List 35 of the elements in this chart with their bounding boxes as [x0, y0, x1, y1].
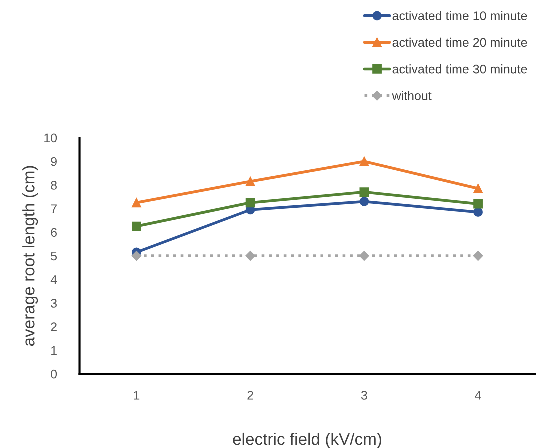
y-axis-title: average root length (cm)	[22, 166, 38, 346]
y-tick-label: 0	[51, 370, 58, 379]
point	[474, 184, 483, 194]
point	[360, 197, 370, 206]
point	[132, 251, 142, 261]
point	[359, 251, 370, 261]
point	[246, 198, 256, 208]
x-tick-label: 1	[134, 391, 140, 400]
legend-label: without	[392, 91, 432, 100]
point	[474, 199, 483, 209]
legend-label: activated time 10 minute	[392, 11, 528, 20]
x-axis-title: electric field (kV/cm)	[233, 432, 382, 448]
y-tick-label: 10	[44, 134, 58, 143]
point	[132, 222, 142, 232]
y-tick-label: 2	[51, 322, 57, 332]
point	[246, 176, 256, 186]
y-tick-label: 6	[51, 228, 57, 238]
y-tick-label: 7	[51, 204, 57, 214]
point	[360, 156, 370, 166]
point	[132, 198, 142, 208]
y-tick-label: 3	[51, 299, 57, 308]
x-tick-label: 3	[361, 391, 368, 400]
x-tick-label: 2	[248, 391, 254, 400]
x-tick-label: 4	[475, 391, 482, 400]
legend-label: activated time 30 minute	[392, 64, 528, 74]
point	[246, 251, 256, 261]
legend-label: activated time 20 minute	[392, 38, 528, 48]
y-tick-label: 4	[50, 276, 58, 284]
y-tick-label: 9	[51, 157, 57, 166]
point	[473, 251, 484, 261]
point	[360, 188, 370, 197]
y-tick-label: 8	[51, 181, 58, 190]
point	[474, 208, 483, 218]
y-tick-label: 1	[52, 346, 57, 355]
y-tick-label: 5	[51, 252, 58, 261]
